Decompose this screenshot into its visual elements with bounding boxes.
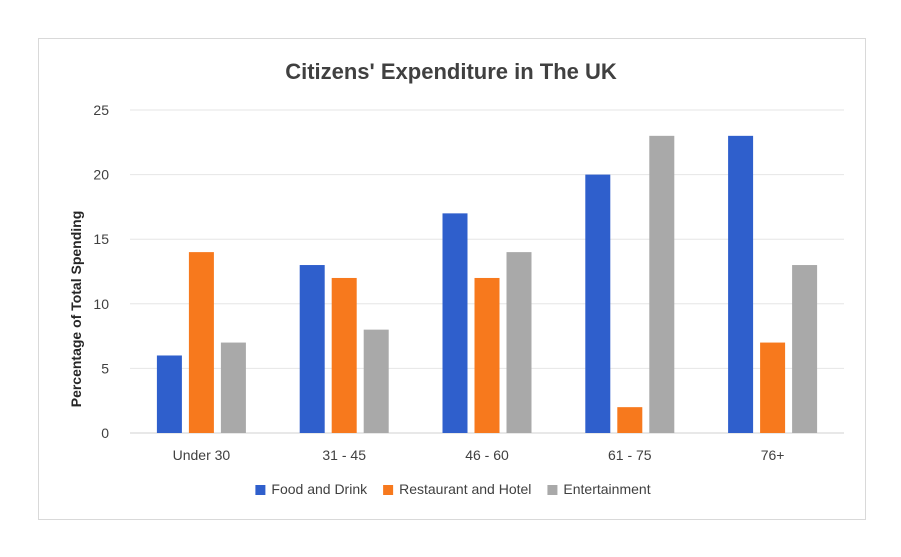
chart-title: Citizens' Expenditure in The UK [285, 59, 617, 84]
legend-item: Restaurant and Hotel [383, 481, 531, 497]
bars [156, 135, 818, 433]
y-tick-label: 20 [93, 167, 109, 183]
legend: Food and Drink Restaurant and Hotel Entert… [255, 481, 651, 497]
x-axis-ticks: Under 30 31 - 45 46 - 60 61 - 75 76+ [173, 447, 785, 463]
bar-restaurant-and-hotel-1 [331, 277, 357, 433]
bar-restaurant-and-hotel-2 [474, 277, 500, 433]
legend-swatch [255, 485, 266, 495]
legend-label: Restaurant and Hotel [399, 481, 531, 497]
bar-entertainment-2 [506, 252, 532, 433]
x-tick-label: 61 - 75 [608, 447, 652, 463]
legend-label: Entertainment [563, 481, 650, 497]
legend-item: Food and Drink [255, 481, 368, 497]
y-axis-ticks: 0 5 10 15 20 25 [93, 102, 109, 441]
bar-entertainment-4 [792, 265, 818, 433]
bar-entertainment-1 [363, 329, 389, 433]
y-tick-label: 10 [93, 296, 109, 312]
y-tick-label: 5 [101, 360, 109, 376]
bar-food-and-drink-2 [442, 213, 468, 433]
x-tick-label: Under 30 [173, 447, 231, 463]
bar-chart: Citizens' Expenditure in The UK Percenta… [68, 59, 844, 497]
bar-restaurant-and-hotel-3 [617, 407, 643, 433]
x-tick-label: 31 - 45 [322, 447, 366, 463]
y-tick-label: 0 [101, 425, 109, 441]
legend-swatch [383, 485, 394, 495]
y-tick-label: 25 [93, 102, 109, 118]
bar-food-and-drink-3 [585, 174, 611, 433]
y-tick-label: 15 [93, 231, 109, 247]
bar-restaurant-and-hotel-4 [760, 342, 786, 433]
bar-restaurant-and-hotel-0 [188, 252, 214, 433]
legend-swatch [547, 485, 558, 495]
chart-frame: Citizens' Expenditure in The UK Percenta… [38, 38, 866, 520]
bar-entertainment-3 [649, 135, 675, 433]
legend-item: Entertainment [547, 481, 651, 497]
bar-food-and-drink-4 [728, 135, 754, 433]
x-tick-label: 46 - 60 [465, 447, 509, 463]
y-axis-label: Percentage of Total Spending [68, 211, 84, 408]
bar-entertainment-0 [220, 342, 246, 433]
legend-label: Food and Drink [271, 481, 368, 497]
bar-food-and-drink-1 [299, 265, 325, 433]
x-tick-label: 76+ [761, 447, 785, 463]
bar-food-and-drink-0 [156, 355, 182, 433]
